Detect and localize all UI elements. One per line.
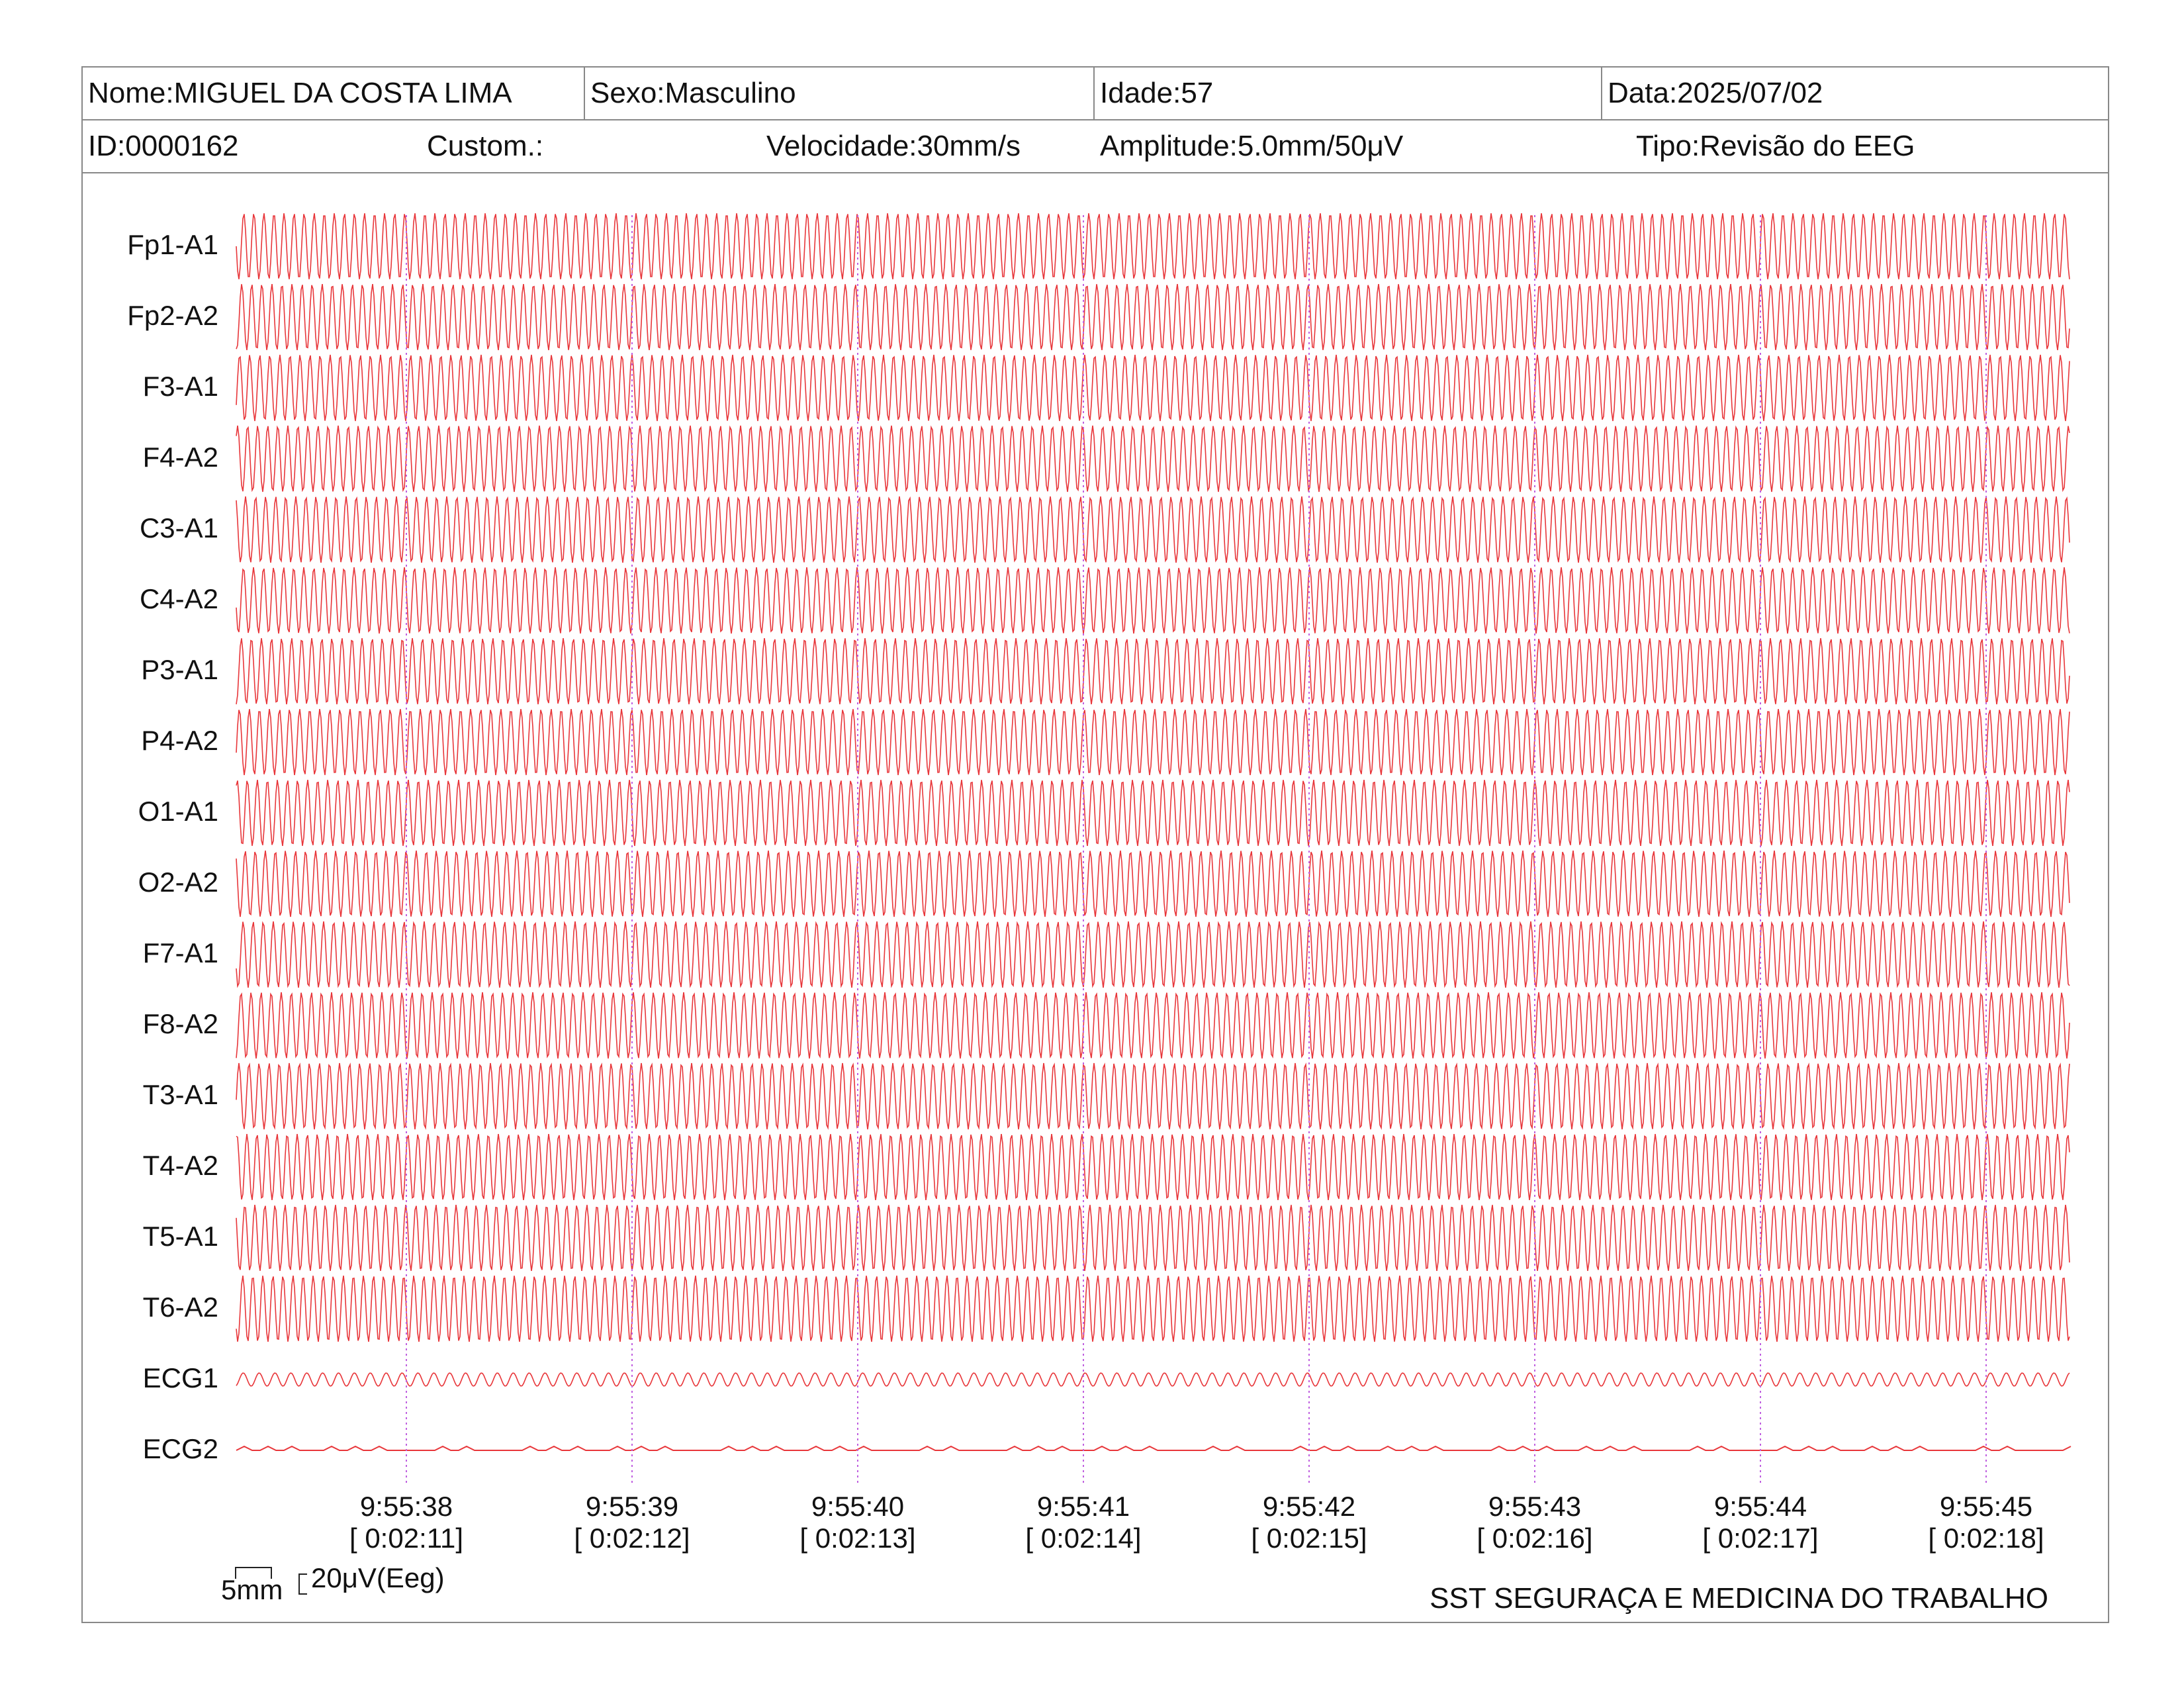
channel-label-t4-a2: T4-A2 [142, 1150, 218, 1181]
custom-field: Custom.: [427, 130, 544, 162]
trace-f7-a1 [236, 921, 2070, 988]
channel-label-c4-a2: C4-A2 [139, 583, 218, 614]
trace-o2-a2 [236, 850, 2070, 917]
channel-label-f7-a1: F7-A1 [142, 937, 218, 968]
time-clock: 9:55:41 [1036, 1491, 1130, 1522]
time-marker-label: 9:55:43[ 0:02:16] [1449, 1491, 1621, 1554]
channel-label-o2-a2: O2-A2 [138, 867, 218, 898]
scale-bar-icon [235, 1567, 272, 1579]
patient-id: ID:0000162 [88, 130, 239, 162]
trace-t4-a2 [236, 1133, 2070, 1201]
amplitude-bracket-icon [298, 1573, 307, 1595]
channel-label-t3-a1: T3-A1 [142, 1079, 218, 1110]
channel-label-f4-a2: F4-A2 [142, 442, 218, 473]
time-clock: 9:55:42 [1262, 1491, 1356, 1522]
channel-label-t5-a1: T5-A1 [142, 1221, 218, 1252]
time-marker-label: 9:55:41[ 0:02:14] [997, 1491, 1169, 1554]
time-clock: 9:55:40 [811, 1491, 905, 1522]
trace-t5-a1 [236, 1204, 2070, 1272]
time-clock: 9:55:44 [1713, 1491, 1807, 1522]
report-frame: Nome:MIGUEL DA COSTA LIMA Sexo:Masculino… [81, 66, 2109, 1623]
time-clock: 9:55:43 [1488, 1491, 1582, 1522]
trace-fp1-a1 [236, 213, 2070, 279]
time-clock: 9:55:38 [359, 1491, 453, 1522]
channel-label-t6-a2: T6-A2 [142, 1291, 218, 1323]
time-marker-label: 9:55:38[ 0:02:11] [320, 1491, 492, 1554]
channel-label-fp2-a2: Fp2-A2 [127, 300, 218, 331]
channel-label-fp1-a1: Fp1-A1 [127, 229, 218, 260]
channel-label-p3-a1: P3-A1 [141, 654, 218, 685]
channel-label-c3-a1: C3-A1 [139, 512, 218, 543]
trace-p3-a1 [236, 637, 2070, 705]
channel-label-f8-a2: F8-A2 [142, 1008, 218, 1039]
time-clock: 9:55:45 [1939, 1491, 2033, 1522]
exam-type: Tipo:Revisão do EEG [1636, 130, 1915, 162]
time-elapsed: [ 0:02:11] [349, 1523, 464, 1554]
time-elapsed: [ 0:02:17] [1702, 1523, 1819, 1554]
channel-label-f3-a1: F3-A1 [142, 371, 218, 402]
header-row-2: ID:0000162 Custom.: Velocidade:30mm/s Am… [83, 120, 2108, 173]
scale-amplitude: 20μV(Eeg) [311, 1562, 445, 1593]
time-marker-label: 9:55:39[ 0:02:12] [546, 1491, 718, 1554]
trace-c3-a1 [236, 496, 2070, 563]
time-elapsed: [ 0:02:15] [1251, 1523, 1367, 1554]
time-elapsed: [ 0:02:13] [799, 1523, 916, 1554]
time-elapsed: [ 0:02:18] [1928, 1523, 2044, 1554]
time-marker-label: 9:55:42[ 0:02:15] [1223, 1491, 1395, 1554]
patient-name: Nome:MIGUEL DA COSTA LIMA [88, 77, 512, 109]
trace-f4-a2 [236, 425, 2070, 492]
time-elapsed: [ 0:02:16] [1477, 1523, 1593, 1554]
speed-setting: Velocidade:30mm/s [766, 130, 1021, 162]
patient-age: Idade:57 [1093, 68, 1601, 119]
channel-label-p4-a2: P4-A2 [141, 725, 218, 756]
channel-label-o1-a1: O1-A1 [138, 796, 218, 827]
trace-o1-a1 [236, 779, 2070, 847]
trace-t6-a2 [236, 1275, 2070, 1342]
exam-date: Data:2025/07/02 [1601, 68, 2108, 119]
trace-fp2-a2 [236, 283, 2070, 351]
time-elapsed: [ 0:02:14] [1025, 1523, 1142, 1554]
channel-label-ecg1: ECG1 [142, 1362, 218, 1393]
clinic-name: SST SEGURAÇA E MEDICINA DO TRABALHO [1430, 1582, 2048, 1615]
time-marker-label: 9:55:45[ 0:02:18] [1900, 1491, 2072, 1554]
trace-f8-a2 [236, 992, 2070, 1059]
patient-sex: Sexo:Masculino [584, 68, 1093, 119]
time-elapsed: [ 0:02:12] [574, 1523, 690, 1554]
trace-p4-a2 [236, 708, 2070, 776]
time-marker-label: 9:55:44[ 0:02:17] [1674, 1491, 1846, 1554]
channel-label-ecg2: ECG2 [142, 1433, 218, 1464]
scale-time: 5mm [221, 1574, 283, 1605]
header-row-1: Nome:MIGUEL DA COSTA LIMA Sexo:Masculino… [83, 68, 2108, 120]
trace-t3-a1 [236, 1062, 2070, 1130]
time-marker-label: 9:55:40[ 0:02:13] [772, 1491, 944, 1554]
trace-f3-a1 [236, 354, 2070, 422]
time-clock: 9:55:39 [585, 1491, 679, 1522]
trace-ecg1 [236, 1372, 2070, 1387]
trace-c4-a2 [236, 567, 2070, 634]
trace-ecg2 [236, 1445, 2071, 1451]
amplitude-setting: Amplitude:5.0mm/50μV [1100, 130, 1404, 162]
